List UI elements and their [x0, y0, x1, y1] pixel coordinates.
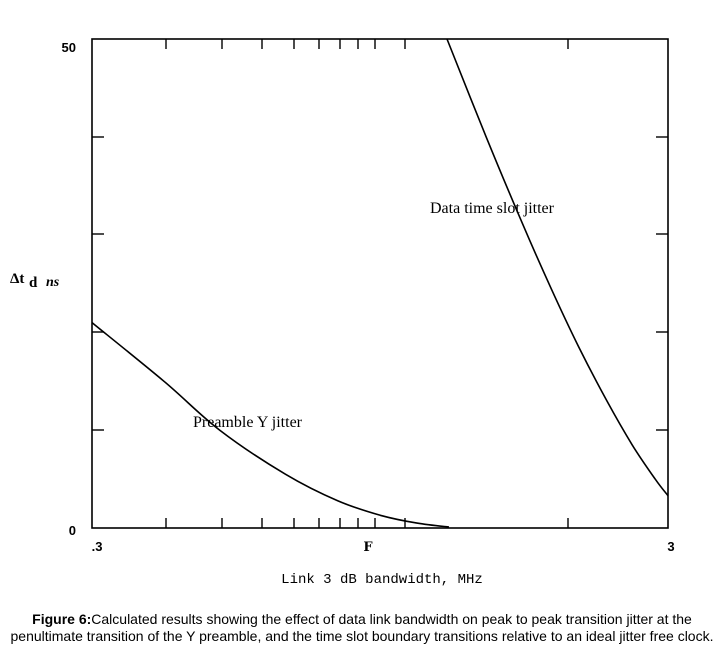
x-tick-label-3: 3 — [667, 539, 674, 554]
x-tick-label-f: F — [363, 540, 373, 555]
series-label-data-time-slot-jitter: Data time slot jitter — [430, 200, 555, 217]
y-axis-label: Δt d ns — [10, 271, 60, 291]
x-tick-label-0.3: .3 — [92, 539, 103, 554]
y-tick-label-0: 0 — [69, 523, 76, 538]
y-axis-label-unit: ns — [46, 275, 60, 290]
y-tick-label-50: 50 — [62, 40, 76, 55]
figure-caption: Figure 6:Calculated results showing the … — [6, 611, 718, 645]
series-label-preamble-y-jitter: Preamble Y jitter — [193, 414, 303, 431]
chart-figure: Data time slot jitter Preamble Y jitter … — [10, 38, 675, 588]
series-line-data-time-slot-jitter — [446, 38, 669, 497]
x-axis-label: Link 3 dB bandwidth, MHz — [281, 572, 483, 588]
plot-frame — [91, 38, 669, 529]
y-axis-label-symbol: Δt — [10, 271, 24, 287]
series-line-preamble-y-jitter — [91, 321, 450, 528]
caption-figure-label: Figure 6: — [32, 611, 92, 627]
caption-text: Calculated results showing the effect of… — [10, 611, 714, 644]
axis-ticks — [92, 39, 668, 528]
y-axis-label-subscript: d — [29, 275, 38, 291]
